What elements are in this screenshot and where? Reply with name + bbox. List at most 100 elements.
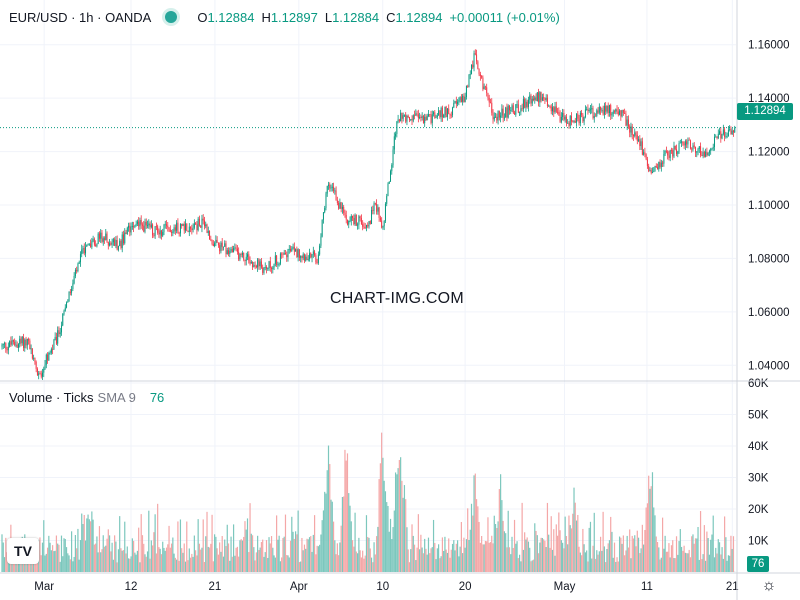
volume-bar (354, 512, 356, 572)
volume-bar (83, 514, 85, 572)
candle-body (414, 115, 416, 117)
candle-body (567, 122, 569, 124)
volume-bar (536, 535, 538, 572)
volume-bar (440, 556, 442, 572)
volume-bar (224, 539, 226, 572)
candle-body (486, 87, 488, 94)
candle-body (615, 109, 617, 112)
volume-bar (537, 553, 540, 572)
candle-body (644, 152, 646, 155)
candle-body (544, 98, 546, 101)
volume-bar (607, 543, 609, 572)
candle-body (192, 227, 194, 231)
volume-indicator-name: Volume · Ticks (9, 390, 94, 405)
candle-body (286, 254, 288, 258)
candle-body (48, 352, 50, 361)
volume-bar (587, 561, 589, 572)
volume-bar (344, 449, 346, 572)
candle-body (507, 105, 509, 118)
candle-body (433, 112, 435, 115)
candle-body (701, 155, 703, 156)
candle-body (552, 107, 553, 112)
volume-bar (411, 524, 413, 572)
candle-body (608, 105, 610, 114)
volume-bar (545, 547, 547, 572)
volume-bar (53, 551, 55, 572)
volume-bar (206, 511, 208, 572)
candle-body (719, 131, 721, 134)
candle-body (229, 250, 231, 254)
volume-bar (511, 536, 513, 572)
volume-bar (401, 480, 403, 572)
candle-body (729, 129, 731, 130)
candle-body (538, 92, 540, 103)
volume-tick-label: 40K (748, 441, 769, 453)
candle-body (62, 314, 64, 326)
volume-bar (43, 520, 45, 572)
candle-body (526, 101, 528, 107)
volume-bar (259, 547, 261, 572)
volume-bar (467, 508, 469, 572)
symbol-title[interactable]: EUR/USD · 1h · OANDA (9, 9, 152, 25)
candle-body (387, 183, 389, 197)
candle-body (314, 251, 316, 256)
candle-body (238, 251, 240, 260)
candle-body (391, 165, 393, 172)
candle-body (243, 252, 245, 260)
candle-body (167, 225, 169, 228)
volume-bar (331, 501, 333, 572)
candle-body (100, 232, 102, 239)
candle-body (452, 107, 454, 116)
low-value: 1.12884 (332, 9, 380, 25)
candle-body (272, 267, 274, 270)
candle-body (221, 242, 223, 247)
volume-bar (84, 540, 87, 572)
volume-bar (501, 500, 503, 572)
candle-body (281, 253, 283, 255)
candle-body (202, 218, 204, 221)
candle-body (463, 95, 465, 102)
candle-body (705, 151, 707, 157)
candle-body (14, 341, 16, 346)
tradingview-logo[interactable]: TV (7, 538, 39, 564)
volume-bar (144, 554, 146, 572)
candle-body (519, 111, 521, 113)
volume-bar (699, 511, 702, 572)
candle-body (335, 190, 337, 201)
volume-bar (320, 534, 322, 572)
candle-body (254, 265, 256, 266)
candle-body (431, 114, 433, 123)
volume-bar (208, 547, 211, 572)
candle-body (553, 107, 555, 113)
volume-bar (617, 561, 619, 572)
volume-bar (581, 555, 583, 572)
volume-bar (234, 555, 236, 572)
candle-body (629, 126, 631, 133)
volume-bar (188, 548, 190, 572)
candle-body (9, 341, 11, 347)
candle-body (329, 184, 331, 189)
volume-bar (173, 553, 175, 572)
volume-bar (551, 549, 554, 572)
candle-body (424, 116, 426, 124)
volume-bar (639, 553, 641, 572)
gear-icon[interactable]: ☼ (761, 577, 777, 594)
candle-body (536, 92, 538, 101)
volume-bar (231, 556, 233, 572)
volume-legend[interactable]: Volume · Ticks SMA 9 76 (9, 390, 164, 405)
volume-bar (603, 546, 605, 572)
candle-body (326, 185, 328, 194)
candle-body (401, 112, 403, 119)
volume-bar (111, 542, 113, 572)
candle-body (390, 171, 392, 182)
candle-body (469, 74, 471, 75)
volume-bar (526, 537, 528, 572)
candle-body (408, 117, 410, 120)
candle-body (369, 221, 371, 224)
candle-body (564, 116, 566, 120)
candle-body (484, 86, 486, 88)
volume-bar (558, 512, 560, 572)
volume-bar (525, 539, 527, 572)
volume-bar (170, 543, 173, 572)
